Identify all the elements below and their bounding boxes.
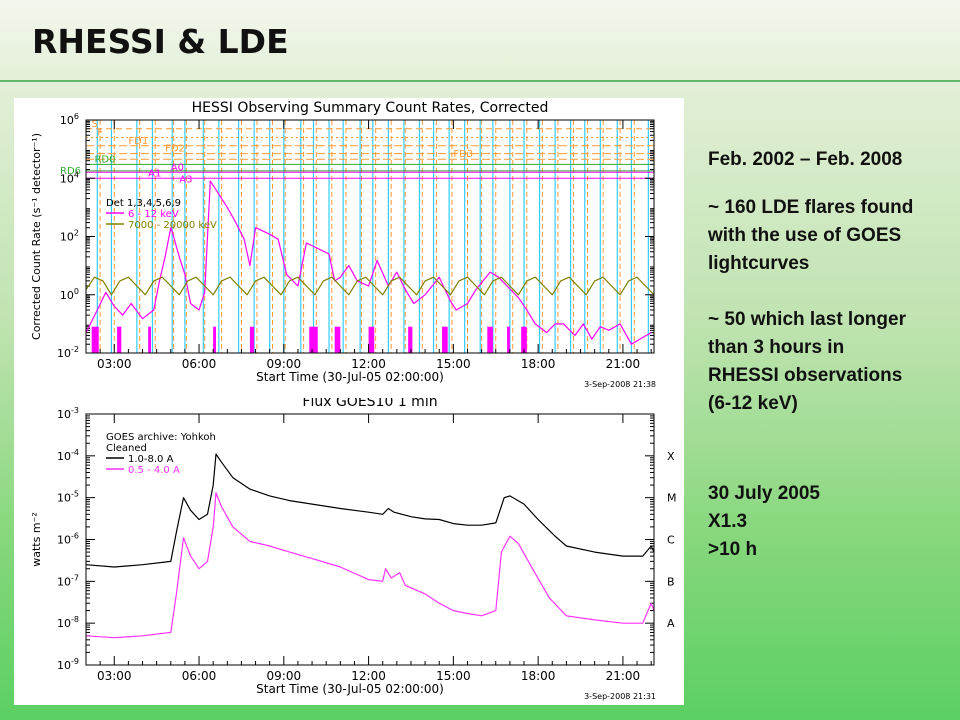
x-tick-label: 03:00 [97,357,132,371]
lde-count-line-1: ~ 160 LDE flares found [708,197,914,218]
x-axis-label: Start Time (30-Jul-05 02:00:00) [256,370,444,384]
legend-label: 1.0-8.0 A [128,454,174,465]
legend-label: 7000 - 20000 keV [128,220,217,231]
y-tick-label: 10-9 [57,657,79,672]
x-tick-label: 12:00 [351,357,386,371]
y-axis-label: watts m⁻² [30,512,43,567]
attenuator-block [213,326,216,353]
x-tick-label: 15:00 [436,357,471,371]
slide-title: RHESSI & LDE [32,22,289,61]
attenuator-block [309,326,318,353]
title-divider [0,80,960,82]
attenuator-block [249,326,255,353]
series-line-2 [85,276,655,296]
y-tick-label: 106 [60,112,79,127]
x-tick-label: 06:00 [182,357,217,371]
flare-class-label: X [667,450,675,463]
x-tick-label: 21:00 [606,669,641,683]
y-tick-label: 102 [60,229,79,244]
x-axis-label: Start Time (30-Jul-05 02:00:00) [256,682,444,696]
series-line-2 [85,492,655,639]
legend-title: GOES archive: Yohkoh [106,432,216,443]
level-annotation: A1 [148,168,161,179]
y-tick-label: 104 [60,170,79,185]
attenuator-block [408,326,413,353]
level-annotation: S [92,119,98,130]
x-tick-label: 09:00 [267,357,302,371]
attenuator-block [368,326,375,353]
y-tick-label: 10-4 [57,448,79,463]
legend-label: 0.5 - 4.0 A [128,465,180,476]
long-duration-line-4: (6-12 keV) [708,393,798,414]
y-tick-label: 10-8 [57,615,79,630]
y-tick-label: 10-6 [57,532,79,547]
flare-class-label: C [667,534,675,547]
rhessi-count-rate-chart: HESSI Observing Summary Count Rates, Cor… [30,100,656,389]
x-tick-label: 21:00 [606,357,641,371]
level-annotation: A0 [171,162,184,173]
timestamp-footer: 3-Sep-2008 21:31 [584,692,656,701]
attenuator-block [334,326,341,353]
chart-title: Flux GOES10 1 min [302,398,437,410]
plot-frame [85,413,655,666]
long-duration-line-3: RHESSI observations [708,365,903,386]
level-annotation: F [97,128,103,139]
plot-frame [85,119,655,354]
attenuator-block [487,326,493,353]
period-text: Feb. 2002 – Feb. 2008 [708,149,903,170]
x-tick-label: 06:00 [182,669,217,683]
attenuator-block [507,326,510,353]
y-tick-label: 10-3 [57,406,79,421]
x-tick-label: 15:00 [436,669,471,683]
flare-class-label: B [667,575,675,588]
y-tick-label: 100 [60,287,79,302]
level-edge-label: RD6 [60,166,81,177]
long-duration-line-1: ~ 50 which last longer [708,309,906,330]
event-class: X1.3 [708,511,748,532]
attenuator-block [117,326,122,353]
goes-flux-chart: Flux GOES10 1 min 10-3 10-4 10-5 10-6 10-7 10-… [30,398,677,701]
x-tick-label: 12:00 [351,669,386,683]
level-annotation: A3 [179,175,192,186]
legend-label: 6 - 12 keV [128,209,179,220]
flare-class-label: M [667,492,677,505]
attenuator-block [148,326,151,353]
level-annotation: FD2 [165,144,185,155]
x-tick-label: 18:00 [521,357,556,371]
event-duration: >10 h [708,539,758,560]
level-annotation: FD3 [453,149,473,160]
flare-class-label: A [667,617,675,630]
timestamp-footer: 3-Sep-2008 21:38 [584,380,656,389]
y-tick-label: 10-5 [57,490,79,505]
lde-count-line-2: with the use of GOES [708,225,902,246]
attenuator-block [442,326,448,353]
series-line-1 [85,453,655,568]
x-tick-label: 09:00 [267,669,302,683]
series-line-1 [85,180,652,345]
attenuator-block [521,326,527,353]
y-tick-label: 10-2 [57,345,79,360]
y-tick-label: 10-7 [57,573,79,588]
legend-subtitle: Cleaned [106,443,147,454]
attenuator-block [91,326,99,353]
y-axis-label: Corrected Count Rate (s⁻¹ detector⁻¹) [30,133,43,340]
x-tick-label: 18:00 [521,669,556,683]
summary-text: Feb. 2002 – Feb. 2008 ~ 160 LDE flares f… [708,146,958,564]
level-annotation: RD0 [94,154,115,165]
legend-title: Det 1,3,4,5,6,9 [106,198,181,209]
event-date: 30 July 2005 [708,483,820,504]
chart-title: HESSI Observing Summary Count Rates, Cor… [192,100,549,116]
x-tick-label: 03:00 [97,669,132,683]
plot-panel: HESSI Observing Summary Count Rates, Cor… [14,98,684,705]
level-annotation: FD1 [128,136,148,147]
long-duration-line-2: than 3 hours in [708,337,845,358]
lde-count-line-3: lightcurves [708,253,810,274]
